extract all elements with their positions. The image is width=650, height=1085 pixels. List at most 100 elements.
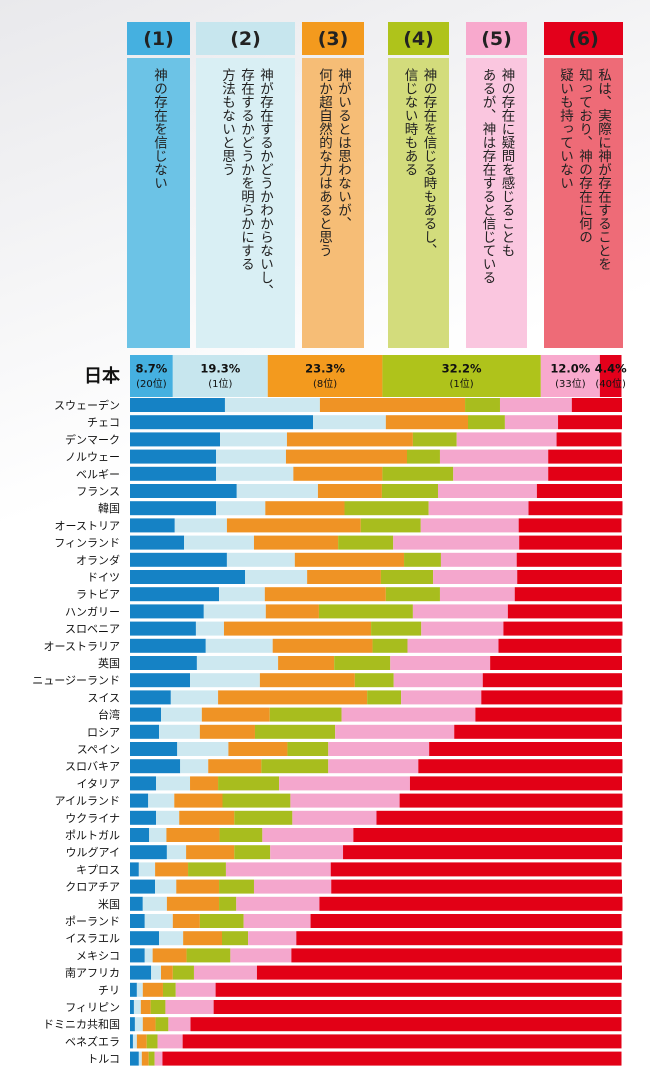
country-label: 米国 <box>98 898 120 911</box>
bar-segment <box>507 604 622 619</box>
bar-segment <box>338 535 394 550</box>
bar-segment <box>168 1017 191 1032</box>
bar-segment <box>142 896 167 911</box>
bar-segment <box>216 501 266 516</box>
bar-segment <box>224 398 320 412</box>
japan-value-label: 19.3% <box>200 362 240 376</box>
country-label: スイス <box>87 691 120 704</box>
bar-segment <box>406 449 440 464</box>
country-label: ノルウェー <box>65 451 120 464</box>
bar-segment <box>155 1017 169 1032</box>
country-label: キプロス <box>76 863 120 876</box>
bar-segment <box>558 415 622 430</box>
bar-segment <box>216 449 286 464</box>
bar-segment <box>328 759 419 774</box>
country-label: 英国 <box>98 656 120 670</box>
bar-segment <box>218 690 368 705</box>
bar-segment <box>132 1034 137 1049</box>
country-label: イスラエル <box>65 932 120 945</box>
header-line: 知っており、神の存在に何の <box>576 68 592 244</box>
header-number: (3) <box>302 22 364 55</box>
japan-rank-label: (20位) <box>136 377 167 390</box>
bar-segment <box>134 1017 143 1032</box>
bar-segment <box>195 621 224 636</box>
bar-segment <box>465 398 500 412</box>
bar-segment <box>130 914 145 928</box>
country-label: フィンランド <box>54 537 120 550</box>
bar-segment <box>307 570 381 584</box>
bar-segment <box>182 1034 622 1049</box>
header-line: 何か超自然的な力はあると思う <box>316 68 332 257</box>
bar-segment <box>138 1051 142 1066</box>
bar-segment <box>328 742 430 756</box>
bar-segment <box>399 793 623 808</box>
bar-segment <box>130 742 178 756</box>
bar-segment <box>504 415 559 430</box>
bar-segment <box>136 982 143 997</box>
bar-segment <box>148 793 175 808</box>
bar-segment <box>421 621 504 636</box>
header-line: 神がいるとは思わないが、 <box>335 68 351 230</box>
bar-segment <box>130 759 181 774</box>
bar-segment <box>518 518 622 533</box>
country-label: ラトビア <box>76 588 120 601</box>
bar-segment <box>353 828 623 842</box>
country-label: アイルランド <box>55 795 120 808</box>
bar-segment <box>157 1034 183 1049</box>
header-text: 私は、実際に神が存在することを 知っており、神の存在に何の 疑いも持っていない <box>555 68 612 348</box>
bar-segment <box>130 862 139 877</box>
header-line: 神の存在を信じる時もあるし、 <box>420 68 437 257</box>
header-line: 神が存在するかどうかわからないし、 <box>257 68 273 298</box>
header-number: (1) <box>127 22 190 55</box>
bar-segment <box>310 914 622 928</box>
country-label: ロシア <box>87 726 120 739</box>
header-column: (1) 神の存在を信じない <box>127 22 190 348</box>
bar-segment <box>130 690 171 705</box>
bar-segment <box>130 707 161 722</box>
japan-value-label: 8.7% <box>135 362 167 376</box>
bar-segment <box>429 742 622 756</box>
bar-segment <box>390 656 491 670</box>
country-label: トルコ <box>87 1053 120 1066</box>
bar-segment <box>130 621 196 636</box>
bar-segment <box>437 484 537 498</box>
bar-segment <box>130 810 157 825</box>
country-label: オランダ <box>76 553 120 567</box>
bar-segment <box>428 501 529 516</box>
bar-segment <box>264 587 386 602</box>
bar-segment <box>503 621 623 636</box>
bar-segment <box>293 466 383 481</box>
bar-segment <box>130 982 137 997</box>
japan-bar-segment <box>382 355 541 397</box>
bar-segment <box>270 845 344 860</box>
bar-segment <box>254 724 336 739</box>
header-number: (4) <box>388 22 449 55</box>
bar-segment <box>190 1017 622 1032</box>
bar-segment <box>344 501 429 516</box>
bar-segment <box>433 570 518 584</box>
header-text: 神の存在に疑問を感じることも あるが、神は存在すると信じている <box>478 68 516 348</box>
japan-bar-segment <box>130 355 173 397</box>
bar-segment <box>556 432 622 447</box>
bar-segment <box>130 518 175 533</box>
bar-segment <box>186 948 231 963</box>
bar-segment <box>152 948 187 963</box>
bar-segment <box>498 638 622 653</box>
bar-segment <box>253 879 332 894</box>
bar-segment <box>130 638 206 653</box>
country-label: 台湾 <box>98 708 120 722</box>
bar-segment <box>159 724 200 739</box>
country-label: スロバキア <box>65 760 120 773</box>
bar-segment <box>382 466 454 481</box>
bar-segment <box>130 466 217 481</box>
bar-segment <box>262 828 354 842</box>
bar-segment <box>133 1000 141 1014</box>
bar-segment <box>409 776 622 791</box>
header-text: 神の存在を信じない <box>149 68 168 348</box>
bar-segment <box>248 931 297 946</box>
bar-segment <box>165 1000 214 1014</box>
bar-segment <box>439 587 515 602</box>
bar-segment <box>219 896 237 911</box>
bar-segment <box>130 776 157 791</box>
